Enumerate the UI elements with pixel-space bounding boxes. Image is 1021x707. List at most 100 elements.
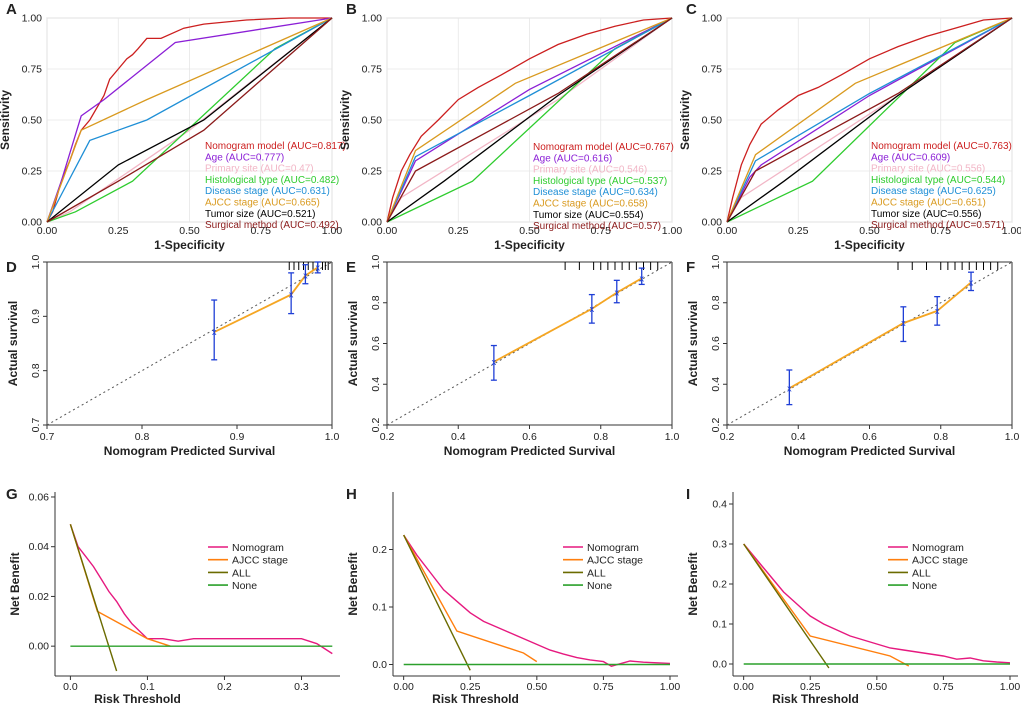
y-tick-label: 0.06 xyxy=(29,491,50,503)
y-tick-label: 0.2 xyxy=(712,579,727,591)
panel-a: A 0.00 0.25 0.50 0.75 1.00 0.00 0.25 0.50 0.75 1.0… xyxy=(0,1,346,252)
x-tick-label: 0.4 xyxy=(451,431,466,443)
x-tick-label: 1.0 xyxy=(665,431,680,443)
x-tick-label: 0.8 xyxy=(933,431,948,443)
calibration-line xyxy=(493,277,643,363)
y-tick-label: 0.50 xyxy=(362,115,383,127)
dca-curve-all xyxy=(743,543,830,669)
x-tick-label: 0.75 xyxy=(933,681,954,693)
calibration-point: x xyxy=(615,288,620,298)
y-tick-label: 0.4 xyxy=(710,377,722,392)
legend-entry: AJCC stage xyxy=(232,555,288,567)
calibration-point: x xyxy=(935,306,940,316)
calibration-line xyxy=(788,281,972,390)
x-tick-label: 1.00 xyxy=(1002,225,1021,237)
x-tick-label: 1.0 xyxy=(325,431,340,443)
legend-entry: Tumor size (AUC=0.556) xyxy=(871,209,982,220)
x-tick-label: 0.8 xyxy=(593,431,608,443)
y-tick-label: 0.00 xyxy=(362,217,383,229)
y-tick-label: 0.2 xyxy=(372,544,387,556)
y-tick-label: 0.0 xyxy=(372,659,387,671)
x-tick-label: 1.00 xyxy=(1000,681,1021,693)
x-tick-label: 0.6 xyxy=(522,431,537,443)
x-tick-label: 1.00 xyxy=(660,681,681,693)
panel-i: I 0.00 0.25 0.50 0.75 1.00 0.0 0.1 0.2 0.3 0.4 Risk… xyxy=(686,486,1020,706)
x-axis-label: Nomogram Predicted Survival xyxy=(784,444,955,458)
y-tick-label: 0.75 xyxy=(702,64,723,76)
x-tick-label: 0.50 xyxy=(527,681,548,693)
x-tick-label: 0.2 xyxy=(380,431,395,443)
panel-letter: G xyxy=(6,486,18,503)
y-tick-label: 0.50 xyxy=(22,115,43,127)
legend-entry: Nomogram xyxy=(912,542,964,554)
y-tick-label: 0.02 xyxy=(29,591,50,603)
x-axis-label: Risk Threshold xyxy=(432,692,519,706)
legend-entry: Tumor size (AUC=0.521) xyxy=(205,209,316,220)
x-tick-label: 0.75 xyxy=(931,225,952,237)
roc-curve-nomogram-model xyxy=(386,17,673,223)
roc-curve-ajcc-stage xyxy=(46,17,333,223)
x-axis-label: 1-Specificity xyxy=(834,238,905,252)
legend-entry: Tumor size (AUC=0.554) xyxy=(533,210,644,221)
y-axis-label: Actual survival xyxy=(346,301,360,386)
x-tick-label: 0.00 xyxy=(37,225,58,237)
x-tick-label: 0.50 xyxy=(519,225,540,237)
x-tick-label: 0.50 xyxy=(867,681,888,693)
legend-entry: Age (AUC=0.609) xyxy=(871,152,950,163)
x-tick-label: 0.9 xyxy=(230,431,245,443)
x-tick-label: 1.00 xyxy=(662,225,683,237)
panel-b: B 0.00 0.25 0.50 0.75 1.00 0.00 0.25 0.50 0.75 1.0… xyxy=(338,1,682,252)
legend-entry: None xyxy=(587,580,612,592)
y-tick-label: 0.7 xyxy=(30,418,42,433)
x-tick-label: 0.50 xyxy=(179,225,200,237)
x-tick-label: 0.0 xyxy=(63,681,78,693)
x-axis-label: 1-Specificity xyxy=(494,238,565,252)
calibration-point: x xyxy=(787,383,792,393)
panel-e: E 0.2 0.4 0.6 0.8 1.0 0.2 0.4 0.6 0.8 1.0 Nomogram … xyxy=(346,255,679,458)
x-axis-label: Risk Threshold xyxy=(772,692,859,706)
calibration-point: x xyxy=(212,327,217,337)
x-tick-label: 0.00 xyxy=(377,225,398,237)
dca-curve-nomogram xyxy=(403,534,671,667)
panel-letter: E xyxy=(346,259,356,276)
legend-entry: AJCC stage (AUC=0.658) xyxy=(533,199,648,210)
roc-curve-age xyxy=(726,17,1013,223)
y-tick-label: 0.0 xyxy=(712,659,727,671)
legend-entry: None xyxy=(912,580,937,592)
calibration-point: x xyxy=(901,318,906,328)
legend-entry: Surgical method (AUC=0.571) xyxy=(871,220,1005,231)
x-axis-label: 1-Specificity xyxy=(154,238,225,252)
y-tick-label: 0.25 xyxy=(702,166,723,178)
x-tick-label: 0.50 xyxy=(859,225,880,237)
legend-entry: ALL xyxy=(232,567,251,579)
y-tick-label: 0.75 xyxy=(362,64,383,76)
roc-curve-tumor-size xyxy=(386,17,673,223)
legend-entry: Age (AUC=0.777) xyxy=(205,152,284,163)
x-tick-label: 0.25 xyxy=(460,681,481,693)
x-axis-label: Nomogram Predicted Survival xyxy=(444,444,615,458)
roc-curve-disease-stage xyxy=(46,17,333,223)
y-axis-label: Actual survival xyxy=(686,301,700,386)
panel-f: F 0.2 0.4 0.6 0.8 1.0 0.2 0.4 0.6 0.8 1.0 Nomogram … xyxy=(686,255,1019,458)
legend-entry: Primary site (AUC=0.556) xyxy=(871,164,985,175)
roc-curve-ajcc-stage xyxy=(726,17,1013,223)
x-tick-label: 0.25 xyxy=(800,681,821,693)
y-tick-label: 0.3 xyxy=(712,539,727,551)
legend-entry: Histological type (AUC=0.544) xyxy=(871,175,1005,186)
legend-entry: Nomogram xyxy=(587,542,639,554)
x-axis-label: Risk Threshold xyxy=(94,692,181,706)
calibration-point: x xyxy=(969,277,974,287)
legend-entry: Disease stage (AUC=0.634) xyxy=(533,187,658,198)
y-axis-label: Net Benefit xyxy=(8,552,22,615)
y-tick-label: 0.00 xyxy=(22,217,43,229)
dca-curve-all xyxy=(403,534,471,671)
x-tick-label: 0.75 xyxy=(591,225,612,237)
y-tick-label: 0.6 xyxy=(710,336,722,351)
roc-curve-age xyxy=(46,17,333,223)
x-tick-label: 0.25 xyxy=(448,225,469,237)
y-tick-label: 0.9 xyxy=(30,309,42,324)
x-tick-label: 0.00 xyxy=(393,681,414,693)
y-axis-label: Net Benefit xyxy=(686,552,700,615)
x-tick-label: 0.8 xyxy=(135,431,150,443)
